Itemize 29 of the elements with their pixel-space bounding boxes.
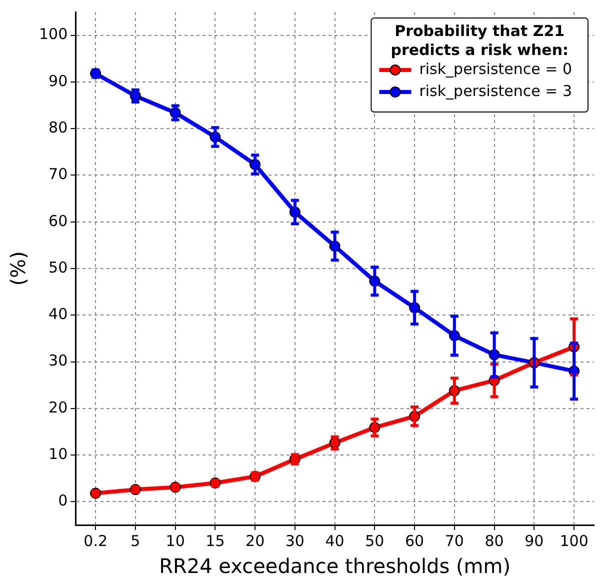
x-tick-label: 70	[444, 532, 464, 550]
legend-title: Probability that Z21 predicts a risk when:	[390, 22, 569, 59]
x-tick-label: 0.2	[84, 532, 108, 550]
x-axis-title: RR24 exceedance thresholds (mm)	[159, 554, 511, 578]
x-tick-label: 90	[524, 532, 544, 550]
x-tick-label: 60	[405, 532, 424, 550]
x-tick-label: 80	[484, 532, 504, 550]
y-tick-label: 40	[48, 305, 68, 324]
y-tick-label: 60	[48, 212, 68, 230]
y-tick-label: 90	[48, 72, 68, 90]
x-tick-label: 30	[285, 532, 304, 550]
y-tick-label: 70	[48, 165, 68, 184]
x-tick-label: 50	[365, 532, 384, 550]
y-tick-label: 100	[38, 25, 68, 44]
x-tick-label: 5	[130, 532, 140, 550]
x-tick-label: 100	[560, 532, 588, 550]
legend-label: risk_persistence = 3	[419, 82, 572, 100]
y-tick-label: 50	[48, 258, 68, 276]
y-axis-title: (%)	[6, 251, 30, 286]
x-tick-label: 20	[246, 532, 265, 550]
y-tick-label: 10	[48, 444, 68, 463]
x-tick-label: 40	[325, 532, 344, 550]
y-tick-label: 0	[58, 492, 68, 510]
x-tick-label: 15	[206, 532, 225, 550]
x-tick-label: 10	[166, 532, 185, 550]
y-tick-label: 80	[48, 118, 68, 136]
legend-label: risk_persistence = 0	[419, 60, 572, 78]
y-tick-label: 30	[48, 352, 68, 370]
y-tick-label: 20	[48, 398, 68, 416]
